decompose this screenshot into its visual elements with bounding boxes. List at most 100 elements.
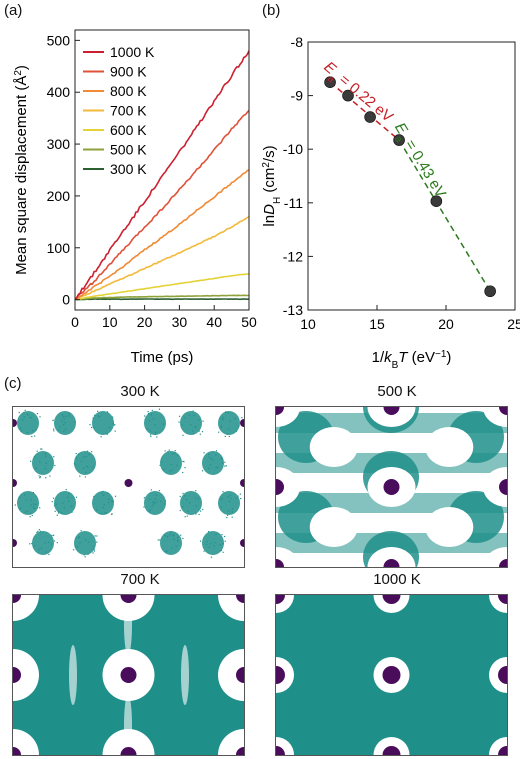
fit-label-0.22eV: Ea = 0.22 eV bbox=[318, 58, 396, 129]
hydrogen-density bbox=[14, 408, 243, 558]
msd-y-tick-label: 400 bbox=[47, 84, 71, 100]
msd-series-800K bbox=[74, 169, 250, 301]
metal-atom bbox=[276, 407, 284, 415]
arrhenius-y-tick-label: -12 bbox=[283, 248, 303, 264]
msd-y-tick-label: 500 bbox=[47, 32, 71, 48]
metal-atoms bbox=[276, 407, 507, 567]
metal-atom bbox=[13, 667, 21, 683]
metal-atom bbox=[236, 747, 244, 755]
msd-series-900K bbox=[74, 109, 250, 301]
metal-atom bbox=[498, 746, 507, 755]
metal-atoms bbox=[276, 595, 507, 755]
data-point-5 bbox=[484, 285, 496, 298]
msd-x-tick-label: 20 bbox=[137, 314, 153, 330]
snapshot-title-700K: 700 K bbox=[120, 571, 160, 588]
msd-plot-frame bbox=[74, 29, 250, 311]
metal-atom bbox=[124, 479, 133, 487]
metal-atom bbox=[13, 479, 17, 487]
arrhenius-plot-frame bbox=[307, 41, 516, 311]
metal-atom bbox=[276, 746, 285, 755]
msd-y-axis-label: Mean square displacement (Å2) bbox=[13, 65, 31, 275]
snapshot-300K bbox=[12, 406, 245, 568]
arrhenius-chart: 10 15 20 25 -8 -9 -10 -11 -12 -13 Ea = 0.22 eV Ea… bbox=[261, 34, 520, 371]
msd-series-500K bbox=[74, 294, 249, 301]
metal-atom bbox=[236, 595, 244, 603]
arrhenius-y-tick-label: -13 bbox=[283, 302, 303, 318]
arrhenius-x-axis-label: 1/kBT (eV−1) bbox=[372, 349, 452, 371]
legend-label-300K: 300 K bbox=[110, 161, 147, 177]
metal-atom bbox=[240, 539, 244, 547]
metal-atom bbox=[276, 559, 284, 567]
snapshot-title-500K: 500 K bbox=[377, 383, 417, 400]
legend-label-700K: 700 K bbox=[110, 103, 147, 119]
metal-atom bbox=[499, 407, 507, 415]
metal-atom bbox=[276, 595, 285, 604]
metal-atom bbox=[13, 539, 17, 547]
metal-atom bbox=[382, 595, 401, 604]
msd-y-tick-label: 100 bbox=[47, 240, 71, 256]
metal-atom bbox=[240, 419, 244, 427]
metal-atom bbox=[120, 667, 137, 683]
arrhenius-y-tick-label: -10 bbox=[283, 141, 303, 157]
snapshot-title-300K: 300 K bbox=[120, 383, 160, 400]
msd-x-tick-label: 50 bbox=[241, 314, 257, 330]
msd-y-tick-label: 0 bbox=[62, 292, 70, 308]
arrhenius-y-tick-label: -9 bbox=[291, 88, 304, 104]
snapshot-title-1000K: 1000 K bbox=[373, 571, 421, 588]
metal-atom bbox=[498, 595, 507, 604]
metal-atom bbox=[13, 747, 21, 755]
legend-label-1000K: 1000 K bbox=[110, 44, 155, 60]
fit-label-0.43eV: Ea = 0.43 eV bbox=[387, 120, 449, 203]
arrhenius-x-tick-label: 25 bbox=[507, 316, 520, 332]
metal-atom bbox=[383, 559, 400, 567]
metal-atom bbox=[276, 666, 285, 684]
metal-atom bbox=[236, 667, 244, 683]
msd-x-tick-label: 40 bbox=[206, 314, 222, 330]
metal-atom bbox=[240, 479, 244, 487]
metal-atom bbox=[383, 479, 400, 495]
metal-atom bbox=[499, 479, 507, 495]
data-point-0 bbox=[324, 76, 336, 88]
metal-atom bbox=[120, 747, 137, 755]
msd-series-300K bbox=[74, 298, 250, 301]
msd-x-tick-label: 30 bbox=[172, 314, 188, 330]
msd-y-tick-label: 300 bbox=[47, 136, 71, 152]
metal-atom bbox=[382, 666, 401, 684]
snapshot-500K bbox=[275, 406, 508, 568]
snapshot-1000K bbox=[275, 594, 508, 756]
msd-x-tick-label: 10 bbox=[102, 314, 118, 330]
panel-label-c: (c) bbox=[4, 375, 22, 392]
metal-atoms bbox=[13, 595, 244, 755]
legend-label-600K: 600 K bbox=[110, 122, 147, 138]
metal-atom bbox=[382, 746, 401, 755]
msd-x-tick-label: 0 bbox=[71, 314, 79, 330]
arrhenius-x-tick-label: 15 bbox=[369, 316, 385, 332]
msd-y-tick-label: 200 bbox=[47, 188, 71, 204]
legend-label-900K: 900 K bbox=[110, 64, 147, 80]
data-point-3 bbox=[393, 134, 405, 146]
metal-atoms bbox=[13, 419, 244, 547]
snapshot-700K bbox=[12, 594, 245, 756]
data-point-1 bbox=[342, 89, 354, 102]
msd-series-1000K bbox=[74, 50, 250, 301]
metal-atom bbox=[498, 666, 507, 684]
arrhenius-y-axis-label: lnDH (cm2/s) bbox=[261, 145, 283, 226]
metal-atom bbox=[13, 419, 17, 427]
data-point-2 bbox=[364, 111, 376, 123]
panel-label-b: (b) bbox=[262, 2, 281, 19]
msd-x-axis-label: Time (ps) bbox=[131, 349, 194, 366]
fit-line-0 bbox=[329, 81, 400, 141]
arrhenius-y-tick-label: -11 bbox=[284, 195, 303, 211]
metal-atom bbox=[383, 407, 400, 415]
msd-series-700K bbox=[74, 215, 250, 301]
msd-series-600K bbox=[74, 272, 250, 301]
hydrogen-density bbox=[276, 407, 507, 567]
legend-label-800K: 800 K bbox=[110, 83, 147, 99]
arrhenius-y-tick-label: -8 bbox=[291, 34, 304, 50]
arrhenius-x-tick-label: 10 bbox=[300, 316, 316, 332]
legend-label-500K: 500 K bbox=[110, 142, 147, 158]
arrhenius-x-tick-label: 20 bbox=[438, 316, 454, 332]
metal-atom bbox=[499, 559, 507, 567]
panel-label-a: (a) bbox=[4, 2, 23, 19]
